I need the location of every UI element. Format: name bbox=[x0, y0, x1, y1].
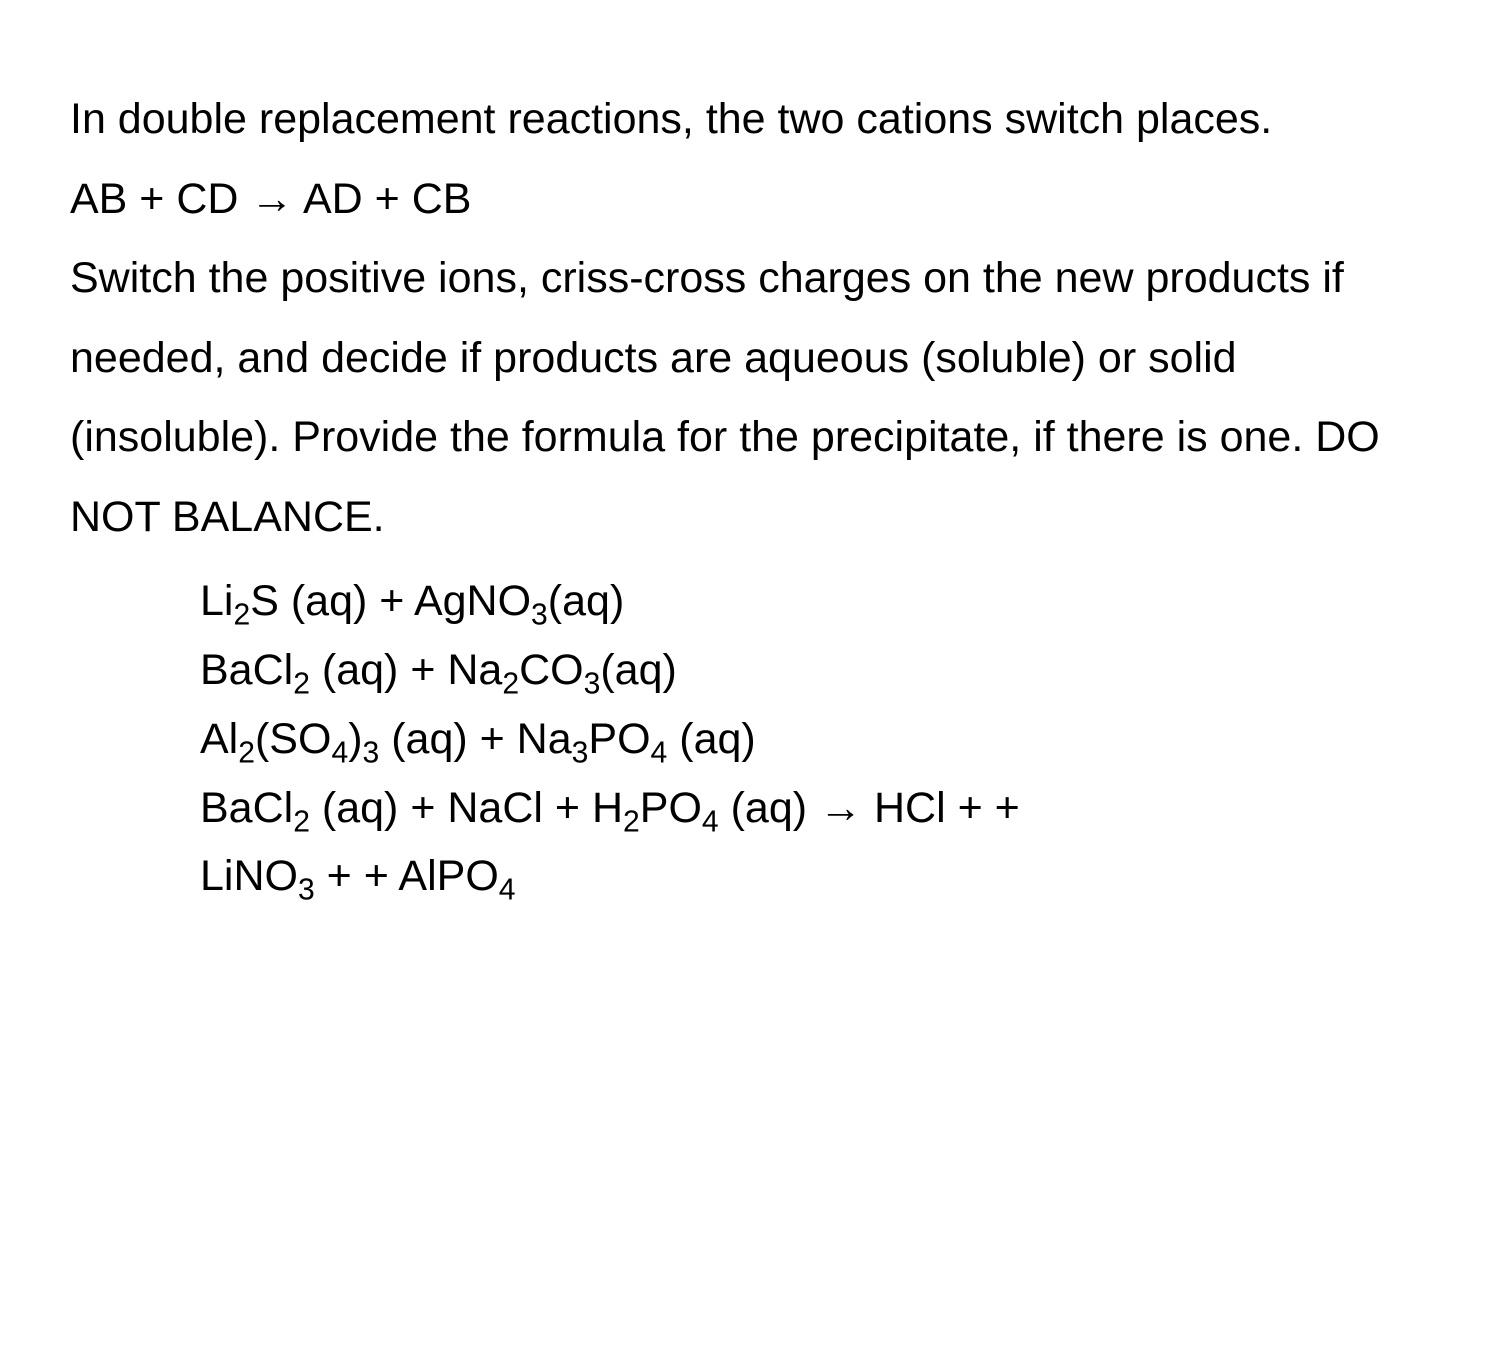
reaction-item-5: LiNO3 + + AlPO4 bbox=[200, 842, 1430, 911]
reaction-item-4: BaCl2 (aq) + NaCl + H2PO4 (aq) → HCl + + bbox=[200, 774, 1430, 843]
reaction-list: Li2S (aq) + AgNO3(aq) BaCl2 (aq) + Na2CO… bbox=[70, 557, 1430, 911]
reaction-item-2: BaCl2 (aq) + Na2CO3(aq) bbox=[200, 636, 1430, 705]
reaction-item-3: Al2(SO4)3 (aq) + Na3PO4 (aq) bbox=[200, 705, 1430, 774]
reaction-item-1: Li2S (aq) + AgNO3(aq) bbox=[200, 567, 1430, 636]
reaction-scheme-generic: AB + CD → AD + CB bbox=[70, 160, 1430, 240]
document-page: In double replacement reactions, the two… bbox=[0, 0, 1500, 911]
intro-paragraph-1: In double replacement reactions, the two… bbox=[70, 80, 1430, 160]
intro-paragraph-2: Switch the positive ions, criss-cross ch… bbox=[70, 239, 1430, 557]
